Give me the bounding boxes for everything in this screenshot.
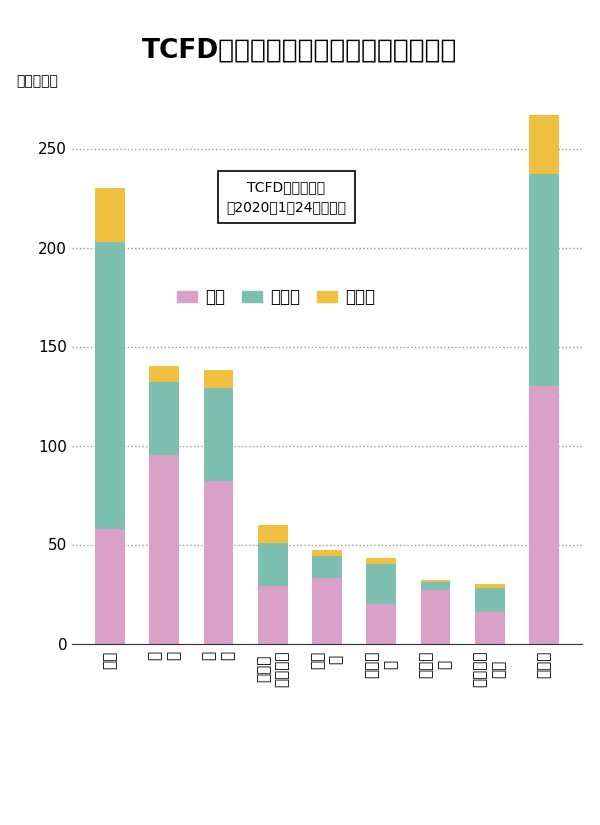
Bar xyxy=(203,388,233,481)
Bar xyxy=(203,481,233,644)
Bar xyxy=(529,174,559,386)
Bar xyxy=(475,584,505,588)
Bar xyxy=(203,370,233,388)
Bar xyxy=(312,578,342,644)
Bar xyxy=(149,366,179,382)
Bar xyxy=(529,115,559,174)
Text: （機関数）: （機関数） xyxy=(16,74,58,88)
Text: TCFD賛同機関は日本が世界で最も多い: TCFD賛同機関は日本が世界で最も多い xyxy=(142,37,458,64)
Bar xyxy=(421,580,451,582)
Bar xyxy=(475,588,505,612)
Bar xyxy=(258,543,287,586)
Bar xyxy=(475,612,505,644)
Bar xyxy=(258,586,287,644)
Bar xyxy=(258,525,287,543)
Bar xyxy=(421,582,451,590)
Bar xyxy=(421,590,451,644)
Bar xyxy=(367,604,396,644)
Text: TCFD賛同企業数
（2020年1月24日時点）: TCFD賛同企業数 （2020年1月24日時点） xyxy=(226,180,346,214)
Bar xyxy=(367,559,396,564)
Bar xyxy=(95,242,125,529)
Bar xyxy=(149,382,179,455)
Bar xyxy=(367,564,396,604)
Bar xyxy=(149,455,179,644)
Bar xyxy=(95,529,125,644)
Bar xyxy=(312,550,342,556)
Bar xyxy=(312,556,342,578)
Bar xyxy=(95,188,125,242)
Bar xyxy=(529,386,559,644)
Legend: 金融, 非金融, その他: 金融, 非金融, その他 xyxy=(170,281,382,313)
